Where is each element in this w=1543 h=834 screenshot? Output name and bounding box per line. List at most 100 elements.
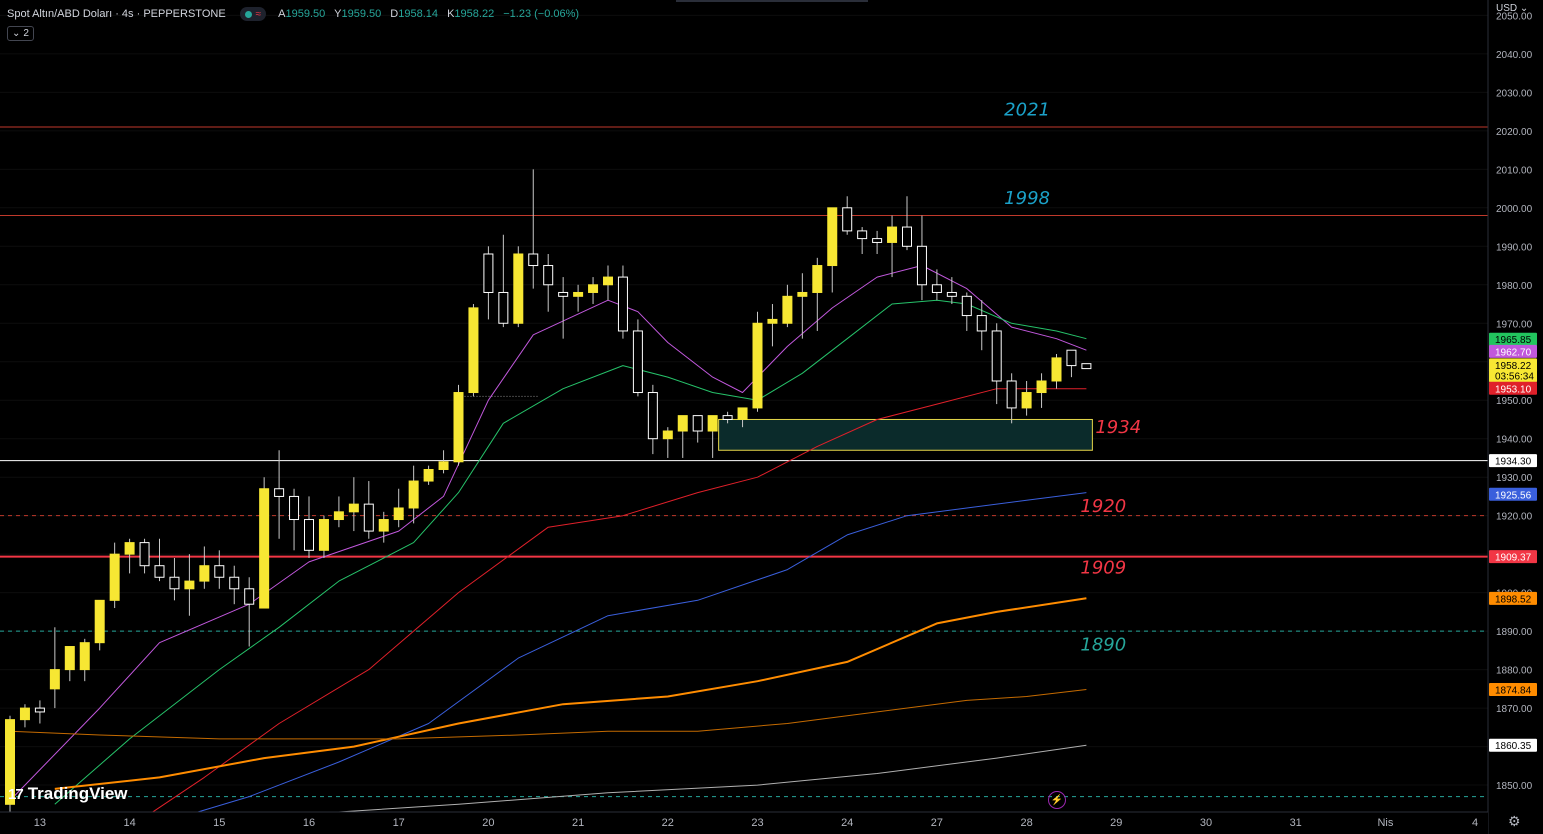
candle-body xyxy=(662,430,673,440)
x-tick-label: 20 xyxy=(482,817,494,829)
y-tick-label: 2050.00 xyxy=(1496,11,1533,22)
candle-body xyxy=(961,295,972,317)
candle-body xyxy=(244,588,255,605)
candle-body xyxy=(64,646,75,671)
candle-body xyxy=(408,480,419,509)
x-tick-label: 27 xyxy=(931,817,943,829)
y-tick-label: 1890.00 xyxy=(1496,627,1533,638)
tradingview-mark-icon: 17 xyxy=(8,785,24,803)
x-tick-label: 31 xyxy=(1290,817,1302,829)
legend-header: Spot Altın/ABD Doları · 4s · PEPPERSTONE… xyxy=(7,6,585,22)
candle-body xyxy=(902,226,912,247)
candle-body xyxy=(34,707,45,713)
moving-average-line xyxy=(129,388,1087,828)
candle-body xyxy=(647,392,658,440)
candle-body xyxy=(946,291,957,297)
candle-body xyxy=(124,542,135,555)
top-drag-handle[interactable] xyxy=(676,0,868,2)
price-label-box xyxy=(1489,358,1537,372)
candle-body xyxy=(378,519,389,532)
candle-body xyxy=(513,253,524,324)
price-label-box xyxy=(1489,738,1537,752)
price-label: 1965.85 xyxy=(1495,335,1532,346)
status-badge[interactable]: ≈ xyxy=(239,7,267,21)
candle-body xyxy=(109,553,120,601)
x-tick-label: 14 xyxy=(123,817,135,829)
moving-average-line xyxy=(9,265,1087,801)
wave-icon: ≈ xyxy=(255,8,262,20)
price-label: 1925.56 xyxy=(1495,490,1532,501)
candle-body xyxy=(259,488,270,609)
candle-body xyxy=(857,230,868,240)
candle-body xyxy=(1021,392,1032,409)
candle-body xyxy=(438,461,449,470)
x-tick-label: 29 xyxy=(1110,817,1122,829)
candle-body xyxy=(304,519,314,551)
y-tick-label: 2010.00 xyxy=(1496,165,1533,176)
x-tick-label: 22 xyxy=(662,817,674,829)
x-tick-label: 4 xyxy=(1472,817,1478,829)
candle-body xyxy=(677,415,688,432)
level-annotation: 1909 xyxy=(1080,557,1126,578)
open-label: A xyxy=(278,8,286,20)
y-tick-label: 2030.00 xyxy=(1496,88,1533,99)
candle-body xyxy=(79,642,90,671)
chevron-down-icon: ⌄ xyxy=(12,28,21,39)
ohlc-readout: A1959.50 Y1959.50 D1958.14 K1958.22 −1.2… xyxy=(278,8,585,20)
candle-body xyxy=(94,599,105,644)
candle-body xyxy=(767,318,778,324)
close-value: 1958.22 xyxy=(454,8,495,20)
candle-body xyxy=(782,295,793,324)
y-tick-label: 2040.00 xyxy=(1496,50,1533,61)
candle-body xyxy=(1036,380,1047,394)
candle-body xyxy=(274,488,285,497)
candle-body xyxy=(617,276,628,332)
time-axis xyxy=(0,812,1488,834)
candle-body xyxy=(154,565,165,578)
open-value: 1959.50 xyxy=(285,8,326,20)
y-tick-label: 2020.00 xyxy=(1496,127,1533,138)
symbol-title[interactable]: Spot Altın/ABD Doları · 4s · PEPPERSTONE xyxy=(7,8,226,20)
candle-body xyxy=(423,468,434,482)
candle-body xyxy=(1006,380,1017,409)
logo-text: TradingView xyxy=(27,784,128,803)
candle-body xyxy=(872,238,883,243)
moving-average-line xyxy=(9,689,1087,740)
price-label-box xyxy=(1489,682,1537,696)
candle-body xyxy=(916,245,927,286)
x-tick-label: 28 xyxy=(1020,817,1032,829)
indicators-toggle-button[interactable]: ⌄ 2 xyxy=(7,26,34,41)
y-tick-label: 1930.00 xyxy=(1496,473,1533,484)
change-value: −1.23 (−0.06%) xyxy=(503,8,580,20)
moving-average-line xyxy=(54,597,1087,790)
level-annotation: 1920 xyxy=(1080,496,1126,517)
y-tick-label: 1950.00 xyxy=(1496,396,1533,407)
candle-body xyxy=(558,291,569,297)
candle-body xyxy=(827,207,838,267)
candle-body xyxy=(603,276,613,286)
chevron-down-icon: ⌄ xyxy=(1519,3,1529,14)
candle-body xyxy=(707,415,718,432)
high-value: 1959.50 xyxy=(341,8,382,20)
price-label-box xyxy=(1489,369,1537,383)
candle-body xyxy=(752,322,763,409)
gear-icon[interactable]: ⚙ xyxy=(1508,813,1521,829)
price-label: 1953.10 xyxy=(1495,384,1532,395)
y-tick-label: 1850.00 xyxy=(1496,781,1533,792)
price-label-box xyxy=(1489,454,1537,468)
candle-body xyxy=(333,511,344,521)
low-label: D xyxy=(390,8,399,20)
x-tick-label: 24 xyxy=(841,817,853,829)
price-label-box xyxy=(1489,591,1537,605)
currency-selector[interactable]: USD ⌄ xyxy=(1496,3,1528,14)
candle-body xyxy=(573,291,584,297)
price-label-box xyxy=(1489,550,1537,564)
candle-body xyxy=(797,291,808,297)
price-label-box xyxy=(1489,344,1537,358)
level-annotation: 1934 xyxy=(1095,417,1141,438)
price-label: 1962.70 xyxy=(1495,347,1532,358)
y-tick-label: 2000.00 xyxy=(1496,204,1533,215)
lightning-icon[interactable]: ⚡ xyxy=(1048,791,1066,809)
price-label: 1934.30 xyxy=(1495,457,1532,468)
